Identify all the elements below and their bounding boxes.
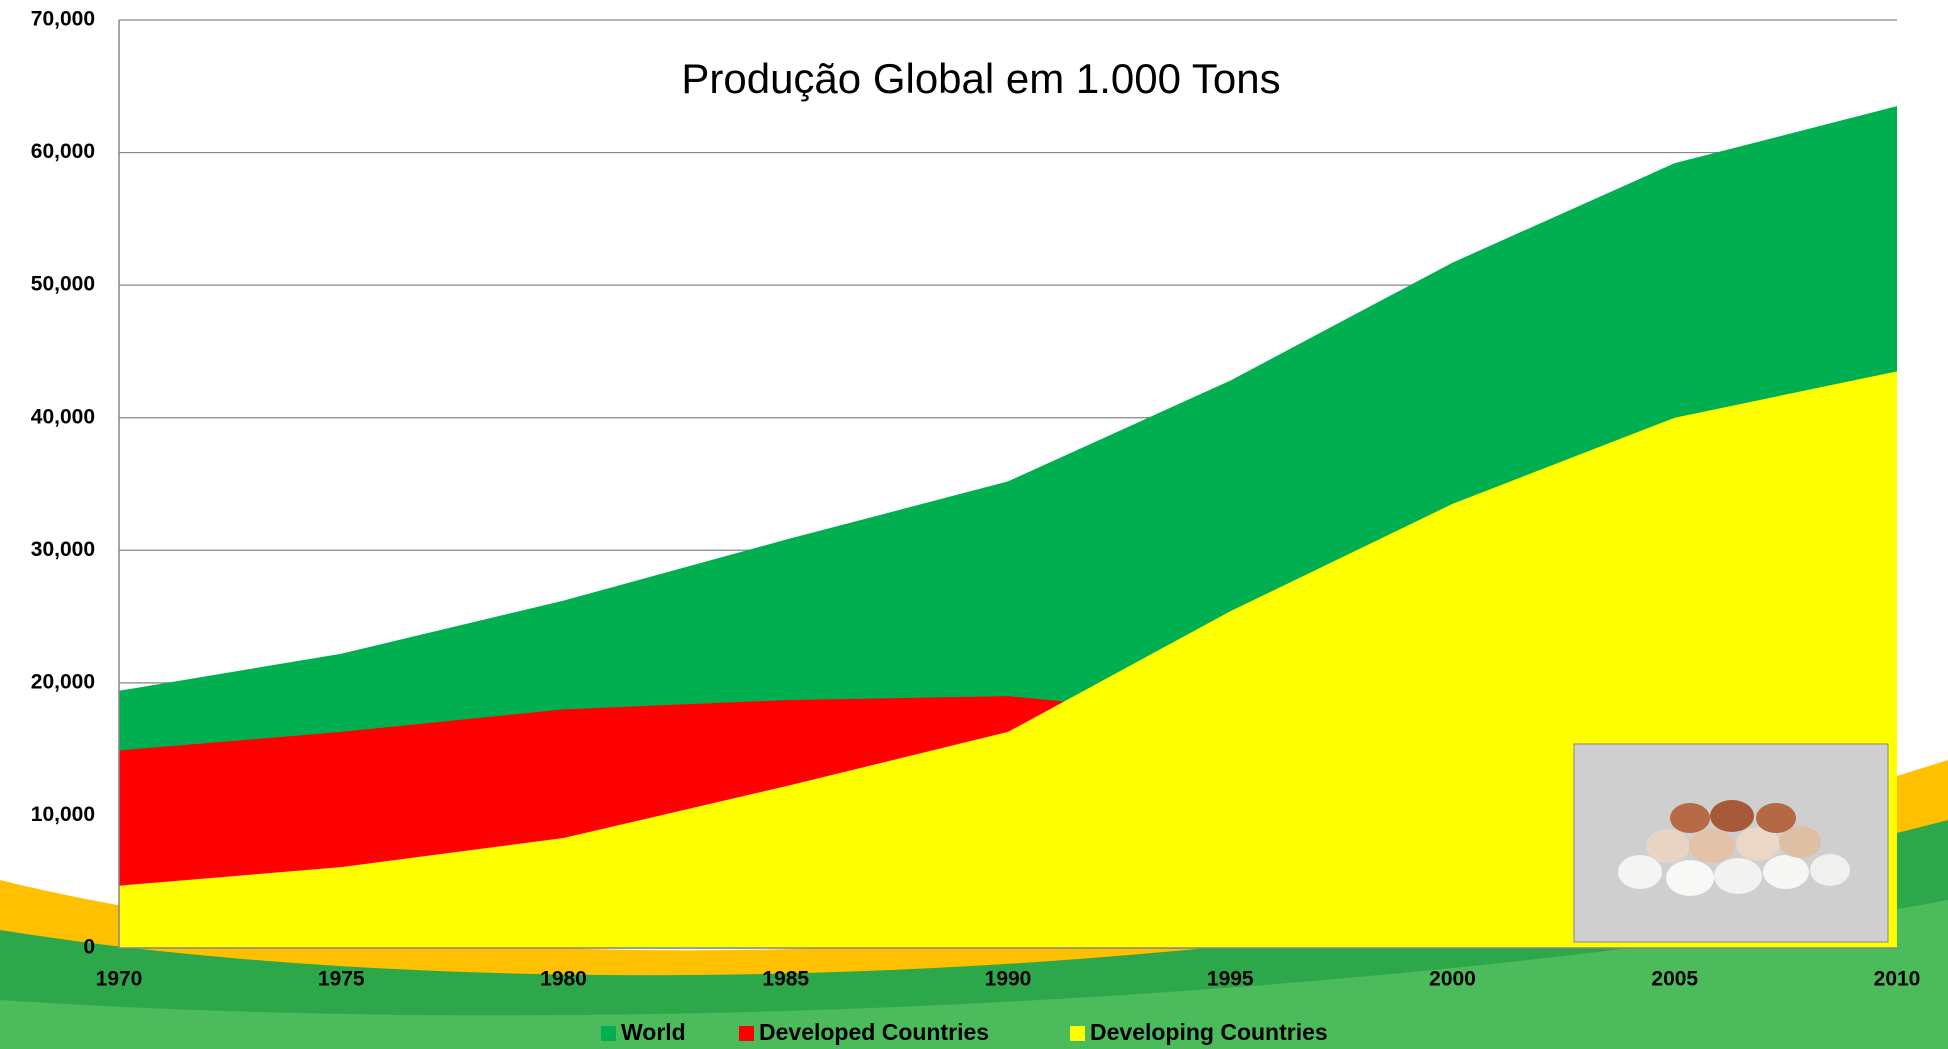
legend-swatch	[1070, 1026, 1085, 1041]
chart-title: Produção Global em 1.000 Tons	[681, 55, 1280, 102]
areas	[119, 106, 1897, 948]
background-swoosh	[0, 760, 1948, 1049]
x-tick-label: 2010	[1874, 968, 1921, 991]
legend-label: Developing Countries	[1090, 1019, 1328, 1045]
legend-swatch	[601, 1026, 616, 1041]
y-tick-label: 10,000	[31, 803, 95, 826]
y-tick-label: 20,000	[31, 670, 95, 693]
legend: World Developed Countries Developing Count…	[601, 1019, 1328, 1045]
x-tick-label: 1980	[540, 968, 587, 991]
y-tick-label: 40,000	[31, 405, 95, 428]
x-tick-label: 2005	[1651, 968, 1698, 991]
x-tick-label: 1970	[96, 968, 143, 991]
x-tick-label: 1975	[318, 968, 365, 991]
x-tick-label: 1995	[1207, 968, 1254, 991]
x-tick-label: 2000	[1429, 968, 1476, 991]
egg-photo	[1573, 743, 1889, 943]
y-tick-label: 70,000	[31, 8, 95, 31]
legend-label: Developed Countries	[759, 1019, 989, 1045]
area	[119, 371, 1897, 948]
legend-label: World	[621, 1019, 686, 1045]
y-tick-label: 60,000	[31, 140, 95, 163]
x-tick-label: 1985	[762, 968, 809, 991]
legend-swatch	[739, 1026, 754, 1041]
y-tick-label: 0	[83, 936, 95, 959]
y-tick-label: 50,000	[31, 273, 95, 296]
x-tick-label: 1990	[985, 968, 1032, 991]
y-tick-label: 30,000	[31, 538, 95, 561]
